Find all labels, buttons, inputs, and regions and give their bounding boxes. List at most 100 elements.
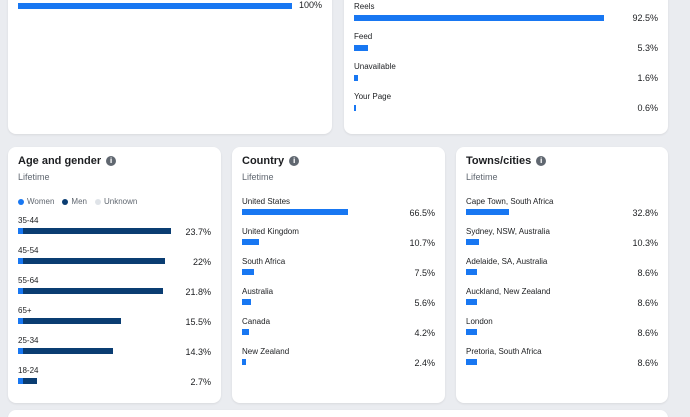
age-gender-legend: Women Men Unknown: [18, 197, 137, 206]
age-gender-row-value: 2.7%: [190, 377, 211, 387]
country-card: Country i Lifetime United States 66.5% Uni…: [232, 147, 445, 403]
age-gender-row: 25-34 14.3%: [18, 336, 211, 362]
country-title-text: Country: [242, 155, 285, 167]
top-right-row: Your Page 0.6%: [354, 92, 658, 118]
country-row-bar-fill: [242, 209, 349, 215]
country-row-label: Australia: [242, 287, 274, 296]
towns-row-label: Auckland, New Zealand: [466, 287, 551, 296]
country-row-value: 7.5%: [414, 268, 435, 278]
legend-women-label: Women: [27, 197, 55, 206]
country-row-bar-track: [242, 359, 402, 365]
towns-title-text: Towns/cities: [466, 155, 532, 167]
age-gender-row-bar-track: [18, 258, 176, 264]
age-gender-title-text: Age and gender: [18, 155, 102, 167]
age-gender-row-label: 65+: [18, 306, 32, 315]
top-left-card: 100%: [8, 0, 332, 134]
age-gender-row-bar-women: [18, 318, 23, 324]
top-right-row-bar-track: [354, 45, 624, 51]
country-row-bar-fill: [242, 329, 249, 335]
towns-subtitle: Lifetime: [466, 172, 498, 182]
age-gender-row-bar-track: [18, 378, 176, 384]
towns-row-bar-track: [466, 239, 596, 245]
top-right-row-bar-track: [354, 75, 624, 81]
age-gender-row-label: 45-54: [18, 246, 39, 255]
country-row-bar-track: [242, 329, 402, 335]
age-gender-row-bar-women: [18, 288, 23, 294]
towns-card: Towns/cities i Lifetime Cape Town, South…: [456, 147, 668, 403]
country-subtitle: Lifetime: [242, 172, 274, 182]
towns-row: London 8.6%: [466, 317, 658, 343]
country-title: Country i: [242, 155, 300, 167]
towns-row-bar-fill: [466, 239, 480, 245]
top-right-row-value: 0.6%: [637, 103, 658, 113]
towns-title: Towns/cities i: [466, 155, 547, 167]
age-gender-row-bar-men: [22, 318, 121, 324]
towns-row-bar-fill: [466, 299, 478, 305]
country-row-bar-fill: [242, 299, 251, 305]
age-gender-row-bar-track: [18, 318, 176, 324]
age-gender-row: 65+ 15.5%: [18, 306, 211, 332]
top-right-row-value: 92.5%: [632, 13, 658, 23]
age-gender-row-label: 18-24: [18, 366, 39, 375]
top-right-row-bar-fill: [354, 75, 359, 81]
age-gender-row: 55-64 21.8%: [18, 276, 211, 302]
towns-row-label: Adelaide, SA, Australia: [466, 257, 548, 266]
age-gender-row-bar-men: [22, 288, 164, 294]
towns-row-value: 8.6%: [637, 298, 658, 308]
age-gender-row-value: 22%: [192, 257, 211, 267]
top-right-row-bar-track: [354, 105, 624, 111]
towns-row-bar-fill: [466, 209, 509, 215]
towns-row-bar-fill: [466, 269, 478, 275]
country-row: Canada 4.2%: [242, 317, 435, 343]
top-left-row-bar-track: [18, 3, 292, 9]
legend-women-dot: [18, 198, 24, 205]
country-row-bar-track: [242, 209, 402, 215]
towns-row-value: 32.8%: [632, 208, 658, 218]
towns-row-value: 8.6%: [637, 358, 658, 368]
info-icon[interactable]: i: [106, 156, 117, 166]
top-right-row: Feed 5.3%: [354, 32, 658, 58]
country-row-value: 66.5%: [409, 208, 435, 218]
country-row: South Africa 7.5%: [242, 257, 435, 283]
towns-row-value: 8.6%: [637, 268, 658, 278]
country-row-label: Canada: [242, 317, 271, 326]
towns-row-bar-track: [466, 329, 596, 335]
info-icon[interactable]: i: [536, 156, 547, 166]
top-right-row-label: Your Page: [354, 92, 392, 101]
age-gender-row-bar-women: [18, 258, 23, 264]
country-row: United Kingdom 10.7%: [242, 227, 435, 253]
age-gender-row-label: 25-34: [18, 336, 39, 345]
age-gender-card: Age and gender i Lifetime Women Men Unkn…: [8, 147, 221, 403]
age-gender-row-bar-men: [22, 378, 37, 384]
country-row: New Zealand 2.4%: [242, 347, 435, 373]
age-gender-row-label: 55-64: [18, 276, 39, 285]
country-row: United States 66.5%: [242, 197, 435, 223]
legend-men: Men: [62, 197, 87, 206]
top-right-row: Unavailable 1.6%: [354, 62, 658, 88]
top-right-row-label: Unavailable: [354, 62, 396, 71]
towns-row-label: London: [466, 317, 493, 326]
towns-row-value: 8.6%: [637, 328, 658, 338]
towns-row-bar-track: [466, 299, 596, 305]
bottom-card: [8, 410, 668, 417]
towns-row: Adelaide, SA, Australia 8.6%: [466, 257, 658, 283]
country-row-bar-fill: [242, 269, 254, 275]
top-right-row-value: 1.6%: [637, 73, 658, 83]
country-row-value: 2.4%: [414, 358, 435, 368]
country-row-label: South Africa: [242, 257, 286, 266]
towns-row: Pretoria, South Africa 8.6%: [466, 347, 658, 373]
age-gender-subtitle: Lifetime: [18, 172, 50, 182]
top-right-row: Reels 92.5%: [354, 2, 658, 28]
age-gender-row-value: 23.7%: [185, 227, 211, 237]
top-right-row-label: Reels: [354, 2, 375, 11]
legend-unknown: Unknown: [94, 197, 137, 206]
top-right-row-bar-track: [354, 15, 624, 21]
country-row-value: 4.2%: [414, 328, 435, 338]
top-left-row: 100%: [18, 0, 322, 25]
towns-row-bar-fill: [466, 359, 478, 365]
info-icon[interactable]: i: [289, 156, 300, 166]
towns-row: Auckland, New Zealand 8.6%: [466, 287, 658, 313]
age-gender-row-bar-track: [18, 228, 176, 234]
towns-row-label: Sydney, NSW, Australia: [466, 227, 550, 236]
country-row-value: 10.7%: [409, 238, 435, 248]
